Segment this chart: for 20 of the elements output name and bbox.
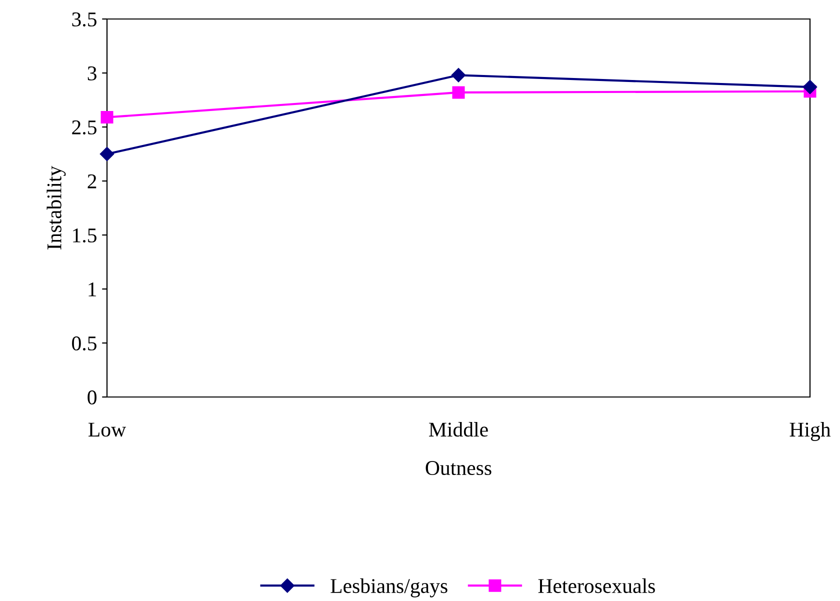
point bbox=[100, 146, 114, 162]
y-tick-label: 2.5 bbox=[72, 120, 96, 135]
y-tick-label: 3.5 bbox=[72, 12, 96, 27]
x-tick-label: Low bbox=[88, 422, 126, 437]
x-tick-label: Middle bbox=[429, 422, 488, 437]
y-tick-label: 3 bbox=[88, 66, 96, 80]
point bbox=[451, 68, 466, 82]
y-tick-label: 0.5 bbox=[72, 336, 96, 351]
y-tick-label: 2 bbox=[88, 174, 96, 188]
x-axis-title: Outness bbox=[426, 461, 492, 476]
legend-label: Lesbians/gays bbox=[330, 578, 448, 598]
y-axis-title: Instability bbox=[46, 166, 66, 250]
y-tick-label: 1 bbox=[88, 282, 96, 296]
point bbox=[452, 86, 465, 99]
legend-label: Heterosexuals bbox=[538, 578, 655, 594]
point bbox=[100, 111, 114, 124]
y-tick-label: 0 bbox=[88, 390, 96, 404]
point bbox=[802, 80, 818, 94]
y-tick-label: 1.5 bbox=[73, 228, 96, 243]
x-tick-label: High bbox=[790, 422, 831, 441]
